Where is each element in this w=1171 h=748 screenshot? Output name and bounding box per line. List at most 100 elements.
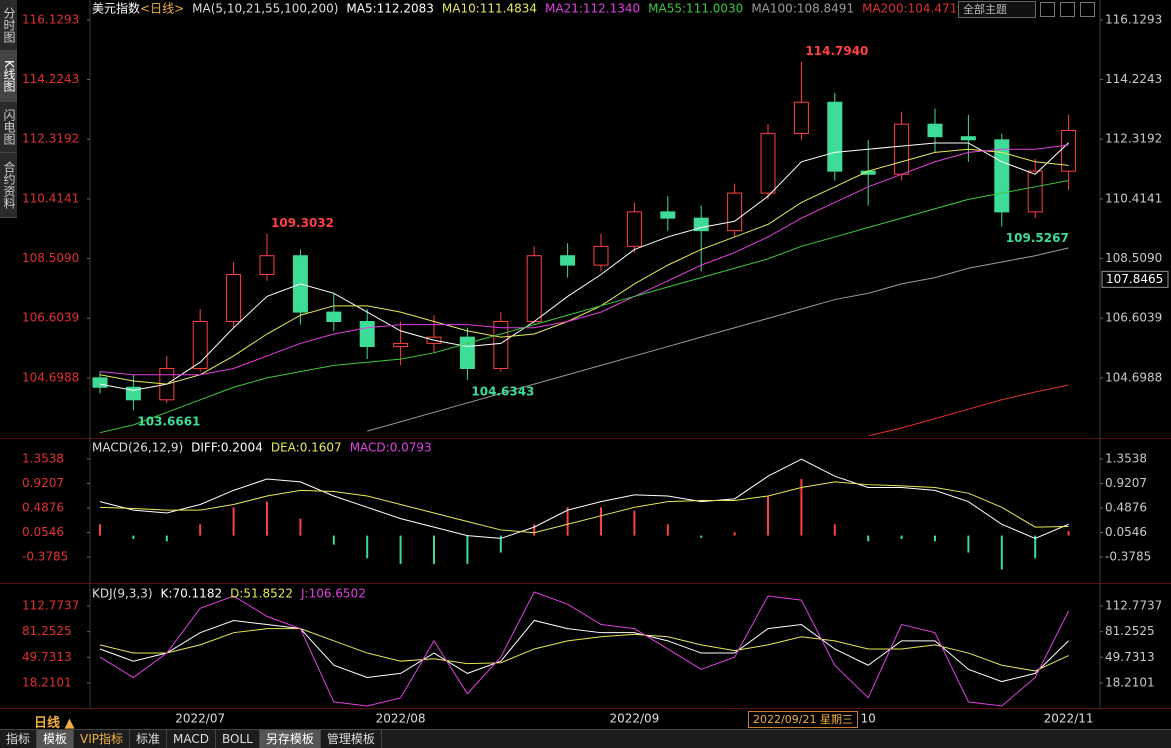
cursor-price: 107.8465 xyxy=(1106,272,1163,286)
y-tick-label: 0.0546 xyxy=(22,525,64,539)
candle-body xyxy=(493,320,509,369)
histogram-bar xyxy=(934,535,936,542)
bottom-tabs: 指标 模板 VIP指标 标准 MACD BOLL 另存模板 管理模板 xyxy=(0,729,1171,748)
tab[interactable]: 标准 xyxy=(130,730,168,748)
histogram-bar xyxy=(332,535,335,545)
legend-entry: MA5:112.2083 xyxy=(346,2,434,16)
tab[interactable]: 指标 xyxy=(0,730,38,748)
indicator: KDJ(9,3,3) xyxy=(92,587,153,601)
candle-body xyxy=(894,123,910,175)
y-tick-label: 112.3192 xyxy=(1105,132,1162,146)
candle-body xyxy=(760,133,776,194)
tab[interactable]: MACD xyxy=(167,730,217,748)
candle-body xyxy=(727,192,743,232)
tab[interactable]: 另存模板 xyxy=(259,730,321,748)
candle-body xyxy=(626,211,642,247)
extreme-label: 104.6343 xyxy=(471,384,534,398)
histogram-bar xyxy=(1000,535,1003,570)
histogram-bar xyxy=(132,535,135,539)
histogram-bar xyxy=(900,535,903,539)
candle-body xyxy=(259,255,275,276)
histogram-bar xyxy=(1034,535,1037,559)
candle-body xyxy=(526,255,542,322)
histogram-bar xyxy=(533,524,536,536)
tab[interactable]: 管理模板 xyxy=(321,730,382,748)
histogram-bar xyxy=(199,524,202,536)
extreme-label: 109.5267 xyxy=(1006,231,1069,245)
line xyxy=(868,384,1069,437)
candle-body xyxy=(994,139,1010,213)
y-tick-label: 116.1293 xyxy=(1105,12,1162,26)
tab[interactable]: VIP指标 xyxy=(74,730,131,748)
candle-body xyxy=(827,101,843,172)
histogram-bar xyxy=(566,507,569,536)
candle-body xyxy=(793,101,809,135)
x-tick-label: 2022/09 xyxy=(609,712,659,726)
y-tick-label: 18.2101 xyxy=(22,676,72,690)
y-tick-label: -0.3785 xyxy=(1105,550,1151,564)
candle-body xyxy=(359,320,375,348)
y-tick-label: 116.1293 xyxy=(22,12,79,26)
candle-body xyxy=(92,377,108,388)
y-tick-label: 49.7313 xyxy=(22,650,72,664)
line xyxy=(99,458,1069,539)
y-tick-label: 0.9207 xyxy=(1105,476,1147,490)
candle-body xyxy=(1027,170,1043,213)
legend-entry: J:106.6502 xyxy=(300,587,366,601)
y-tick-label: 112.3192 xyxy=(22,132,79,146)
tab[interactable]: BOLL xyxy=(216,730,260,748)
cursor-date: 2022/09/21 星期三 xyxy=(748,711,858,728)
tab-timeshare[interactable]: 分时图 xyxy=(0,0,17,51)
histogram-bar xyxy=(733,532,736,536)
candle-body xyxy=(960,136,976,141)
histogram-bar xyxy=(266,501,268,536)
indicator: MACD(26,12,9) xyxy=(92,441,183,455)
theme-button[interactable]: 全部主题 xyxy=(958,1,1036,18)
tab-contract[interactable]: 合约资料 xyxy=(0,153,17,218)
tab[interactable]: 模板 xyxy=(37,730,75,748)
legend-entry: DEA:0.1607 xyxy=(271,441,342,455)
histogram-bar xyxy=(867,535,870,542)
y-tick-label: 0.4876 xyxy=(1105,501,1147,515)
candle-body xyxy=(459,336,475,369)
y-tick-label: 106.6039 xyxy=(22,311,79,325)
histogram-bar xyxy=(99,524,101,536)
histogram-bar xyxy=(499,535,502,553)
line xyxy=(99,179,1069,434)
candle-body xyxy=(226,274,242,322)
legend-entry: MA55:111.0030 xyxy=(648,2,743,16)
x-tick-label: 2022/07 xyxy=(175,712,225,726)
line xyxy=(99,628,1069,672)
y-tick-label: 1.3538 xyxy=(22,452,64,466)
candle-body xyxy=(393,342,409,348)
histogram-bar xyxy=(967,535,970,553)
y-tick-label: 18.2101 xyxy=(1105,676,1155,690)
y-tick-label: 0.4876 xyxy=(22,501,64,515)
icon[interactable] xyxy=(1060,2,1075,17)
histogram-bar xyxy=(1067,531,1070,536)
histogram-bar xyxy=(466,535,469,564)
x-tick-label: 10 xyxy=(861,712,876,726)
tab-kline[interactable]: K线图 xyxy=(0,51,17,102)
line xyxy=(367,247,1069,432)
line xyxy=(99,591,1070,707)
histogram-bar xyxy=(299,518,302,536)
line xyxy=(99,144,1069,376)
candle-body xyxy=(125,386,141,401)
line xyxy=(99,142,1069,391)
legend-entry: D:51.8522 xyxy=(230,587,293,601)
legend-entry: MACD:0.0793 xyxy=(350,441,432,455)
icon[interactable] xyxy=(1040,2,1055,17)
legend-entry: MA200:104.471 xyxy=(862,2,957,16)
period-button[interactable]: 日线 ▲ xyxy=(34,716,75,731)
tab-flash[interactable]: 闪电图 xyxy=(0,102,17,153)
chart-title: 美元指数 xyxy=(92,1,140,16)
y-tick-label: 112.7737 xyxy=(22,598,79,612)
icon[interactable] xyxy=(1080,2,1095,17)
cursor-price-box xyxy=(1101,270,1169,288)
extreme-label: 109.3032 xyxy=(271,216,334,230)
candle-body xyxy=(1061,129,1077,172)
y-tick-label: 112.7737 xyxy=(1105,598,1162,612)
